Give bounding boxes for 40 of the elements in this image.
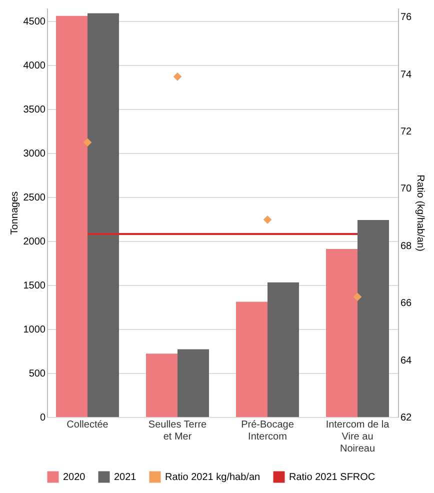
y2-tick-label: 76	[400, 12, 412, 24]
y2-tick-label: 72	[400, 126, 412, 138]
bar	[358, 220, 389, 417]
legend-label: 2020	[63, 472, 86, 483]
y-axis-title: Tonnages	[9, 191, 20, 235]
bar	[88, 13, 119, 417]
legend-label: Ratio 2021 kg/hab/an	[165, 472, 260, 483]
legend-label: Ratio 2021 SFROC	[289, 472, 376, 483]
x-tick-label: Seulles Terre et Mer	[148, 420, 208, 442]
y-tick-label: 500	[28, 368, 46, 380]
y2-axis-title: Ratio (kg/hab/an)	[414, 174, 426, 252]
y-tick-label: 0	[40, 412, 46, 424]
bar	[236, 302, 268, 417]
point	[353, 292, 362, 302]
x-tick-label: Collectée	[66, 420, 109, 430]
y2-tick-label: 64	[400, 355, 412, 366]
y-tick-label: 1000	[23, 324, 46, 336]
point	[263, 215, 272, 224]
y2-tick-label: 74	[400, 69, 412, 80]
y-tick-label: 4000	[23, 60, 46, 72]
point	[173, 72, 182, 81]
y2-tick-label: 62	[400, 412, 412, 424]
y-tick-label: 3500	[23, 104, 46, 116]
point	[83, 138, 92, 147]
y2-tick-label: 70	[400, 184, 412, 195]
x-tick-label: Intercom de la Vire au Noireau	[326, 420, 390, 454]
y-tick-label: 2500	[23, 192, 46, 204]
bar	[268, 282, 299, 417]
bar	[326, 249, 358, 417]
y2-tick-label: 66	[400, 298, 412, 310]
y-tick-label: 2000	[23, 236, 46, 248]
bar	[178, 349, 209, 417]
y-tick-label: 1500	[23, 280, 46, 292]
y-tick-label: 3000	[23, 148, 46, 160]
bar	[56, 16, 88, 417]
y2-tick-label: 68	[400, 240, 412, 252]
bar	[146, 354, 178, 417]
legend-label: 2021	[114, 472, 137, 483]
y-tick-label: 4500	[23, 16, 46, 28]
x-tick-label: Pré-Bocage Intercom	[241, 420, 294, 442]
